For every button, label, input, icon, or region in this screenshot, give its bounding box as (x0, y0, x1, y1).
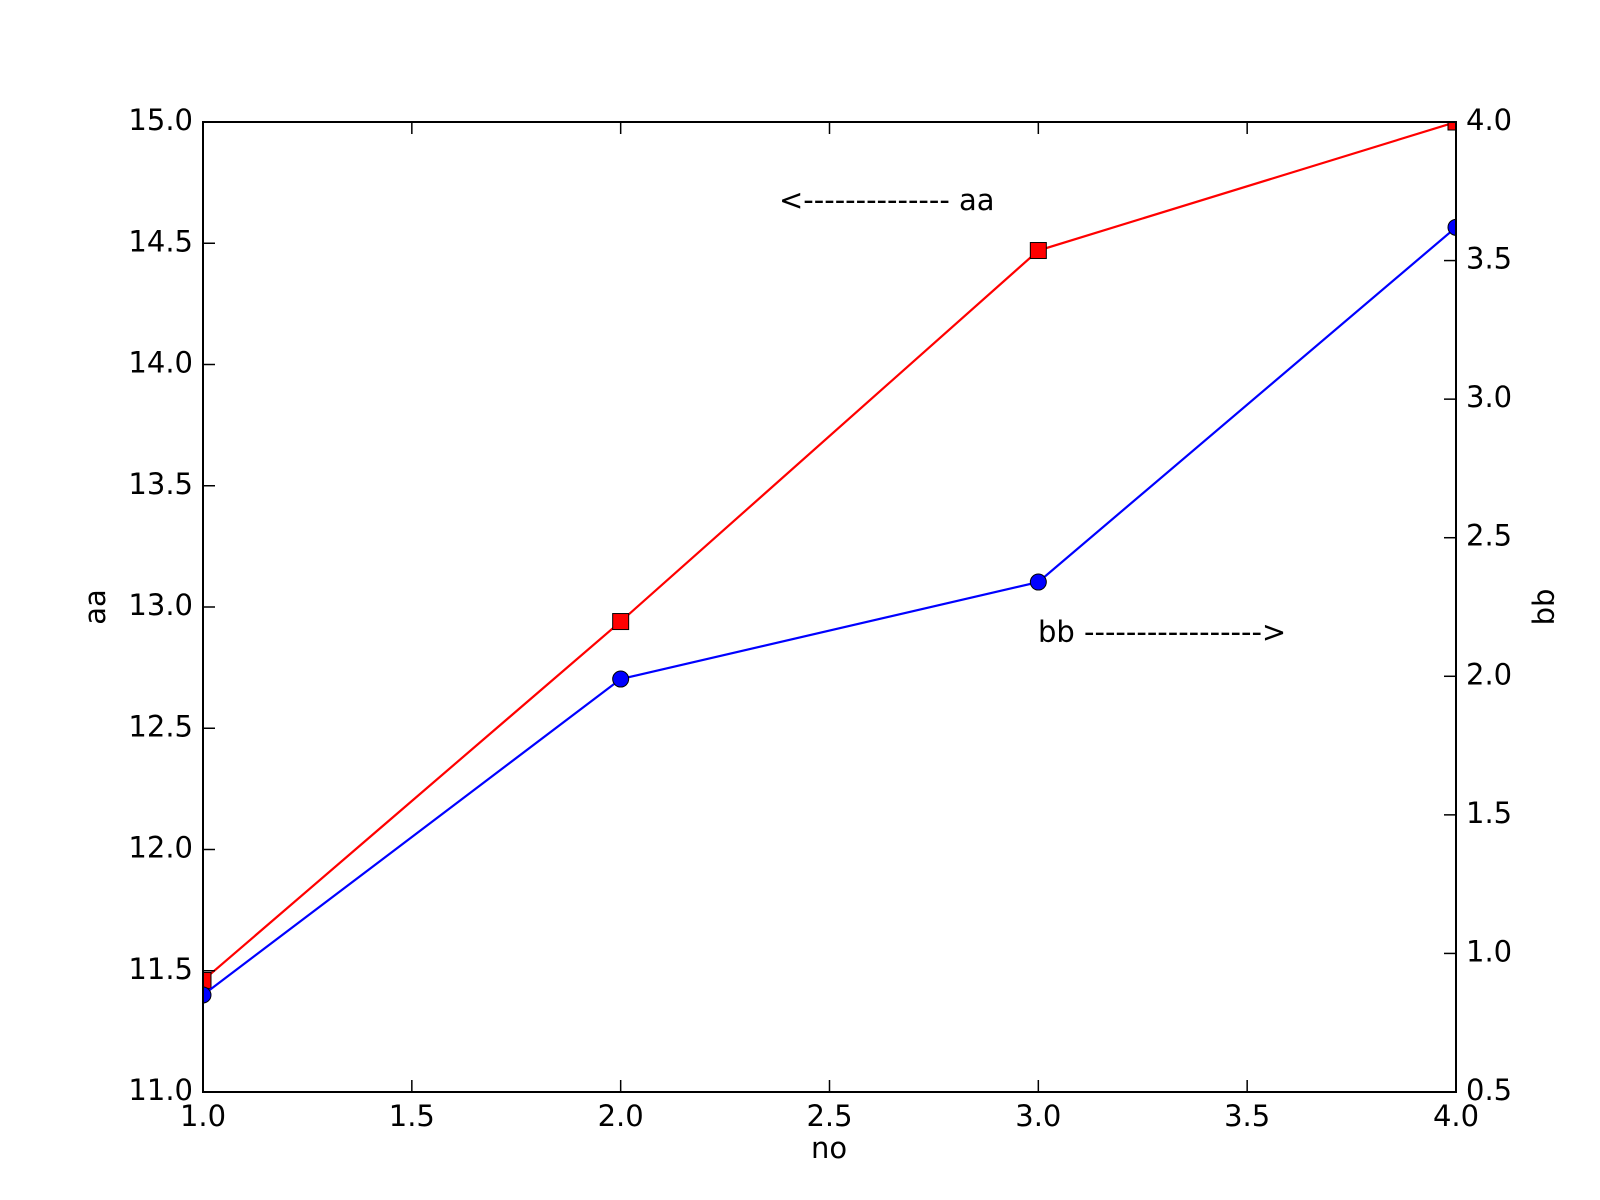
x-tick-label: 1.0 (180, 1099, 226, 1133)
data-marker (1029, 573, 1047, 591)
series-line (203, 122, 1456, 982)
y2-tick-label: 0.5 (1466, 1073, 1512, 1107)
x-axis-label: no (811, 1131, 847, 1165)
y2-axis-label: bb (1527, 589, 1561, 626)
y2-tick-label: 2.0 (1466, 657, 1512, 691)
x-tick-label: 3.5 (1224, 1099, 1270, 1133)
y-tick-label: 11.0 (128, 1073, 193, 1107)
y2-tick-label: 3.5 (1466, 242, 1512, 276)
y-tick-label: 13.5 (128, 467, 193, 501)
y2-tick-label: 3.0 (1466, 380, 1512, 414)
data-marker (203, 986, 212, 1004)
y2-tick-label: 1.5 (1466, 796, 1512, 830)
plot-frame (202, 121, 1457, 1093)
data-marker (1447, 122, 1456, 131)
plot-area (203, 122, 1456, 1004)
data-marker (1029, 242, 1047, 260)
y-tick-label: 13.0 (128, 588, 193, 622)
y-axis-label: aa (78, 589, 112, 625)
y-tick-label: 14.0 (128, 346, 193, 380)
x-tick-label: 3.0 (1015, 1099, 1061, 1133)
y-tick-label: 14.5 (128, 224, 193, 258)
series-line (203, 226, 1456, 996)
y-tick-label: 11.5 (128, 952, 193, 986)
y-tick-label: 15.0 (128, 103, 193, 137)
y-tick-label: 12.0 (128, 831, 193, 865)
x-tick-label: 2.0 (598, 1099, 644, 1133)
y-tick-label: 12.5 (128, 709, 193, 743)
data-marker (1447, 218, 1456, 236)
annotation: bb -----------------> (1038, 615, 1286, 649)
data-marker (203, 971, 212, 989)
x-tick-label: 2.5 (806, 1099, 852, 1133)
annotation: <-------------- aa (779, 183, 995, 217)
y2-tick-label: 2.5 (1466, 519, 1512, 553)
y2-tick-label: 1.0 (1466, 934, 1512, 968)
x-tick-label: 4.0 (1433, 1099, 1479, 1133)
y2-tick-label: 4.0 (1466, 103, 1512, 137)
data-marker (612, 670, 630, 688)
x-tick-label: 1.5 (389, 1099, 435, 1133)
data-marker (612, 613, 630, 631)
